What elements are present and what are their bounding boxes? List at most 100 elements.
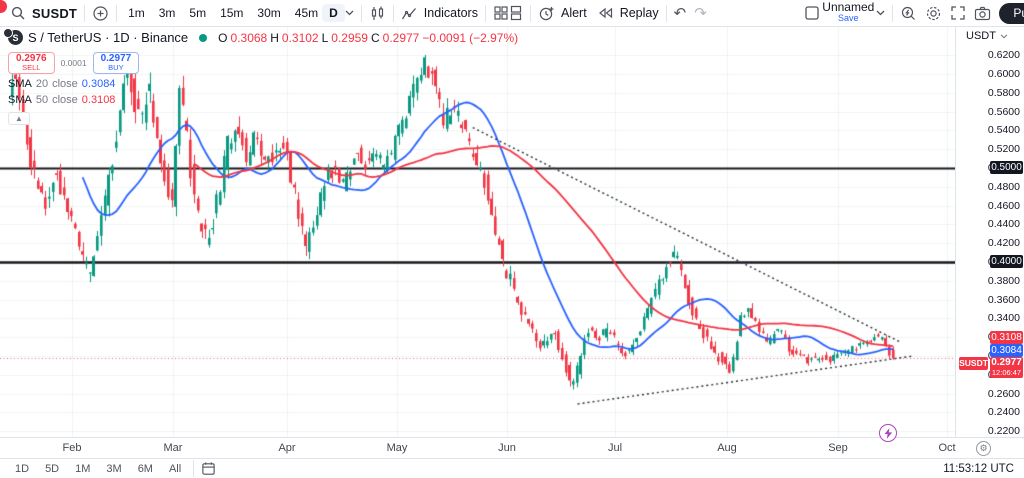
level-price-label: 0.4000 — [990, 255, 1023, 268]
indicators-icon — [401, 6, 418, 21]
month-label-sep: Sep — [828, 442, 848, 454]
chevron-down-icon — [1000, 33, 1008, 39]
watchlist-panel-icon[interactable] — [804, 5, 820, 21]
axis-currency-selector[interactable]: USDT — [966, 30, 1008, 42]
price-tick: 0.5200 — [987, 143, 1020, 156]
range-5d[interactable]: 5D — [40, 462, 64, 476]
replay-icon — [597, 6, 614, 20]
sma20-price-label: 0.3084 — [990, 344, 1023, 358]
price-axis[interactable]: USDT 0.6200 0.6000 0.5800 0.5600 0.5400 0.520… — [955, 27, 1024, 437]
range-6m[interactable]: 6M — [133, 462, 158, 476]
month-label-jun: Jun — [498, 442, 516, 454]
top-toolbar: SUSDT 1m 3m 5m 15m 30m 45m D Indicators — [0, 0, 1024, 27]
replay-button[interactable]: Replay — [597, 6, 659, 20]
divider — [665, 4, 667, 22]
divider — [84, 4, 86, 22]
interval-1m[interactable]: 1m — [124, 4, 149, 22]
range-3m[interactable]: 3M — [101, 462, 126, 476]
chart-style-candles-icon[interactable] — [369, 5, 386, 22]
grid-layout-icon[interactable] — [493, 5, 509, 21]
divider — [193, 460, 195, 477]
month-label-oct: Oct — [938, 442, 956, 454]
layout-menu[interactable]: Unnamed Save — [822, 0, 875, 24]
ohlc-values: O 0.3068 H 0.3102 L 0.2959 C 0.2977 −0.0091(… — [218, 30, 519, 45]
indicators-button[interactable]: Indicators — [401, 6, 478, 21]
interval-15m[interactable]: 15m — [216, 4, 247, 22]
divider — [392, 4, 394, 22]
interval-30m[interactable]: 30m — [253, 4, 284, 22]
quick-search-icon[interactable] — [900, 5, 917, 22]
range-all[interactable]: All — [164, 462, 186, 476]
interval-5m[interactable]: 5m — [185, 4, 210, 22]
price-tick: 0.5600 — [987, 105, 1020, 118]
price-tick: 0.4200 — [987, 237, 1020, 250]
range-1d[interactable]: 1D — [10, 462, 34, 476]
divider — [529, 4, 531, 22]
compare-add-icon[interactable] — [92, 5, 109, 22]
save-layout-link[interactable]: Save — [838, 13, 859, 23]
month-label-may: May — [386, 442, 408, 454]
month-label-apr: Apr — [278, 442, 296, 454]
sma20-legend-row[interactable]: SMA 20 close 0.3084 — [8, 78, 116, 90]
interval-3m[interactable]: 3m — [155, 4, 180, 22]
chevron-down-icon[interactable] — [876, 10, 885, 16]
sma50-value: 0.3108 — [81, 94, 116, 106]
price-tick: 0.5800 — [987, 86, 1020, 99]
sma50-legend-row[interactable]: SMA 50 close 0.3108 — [8, 94, 116, 106]
month-label-mar: Mar — [163, 442, 183, 454]
bottom-toolbar: 1D 5D 1M 3M 6M All 11:53:12 UTC — [0, 458, 1024, 478]
notification-dot[interactable] — [0, 0, 7, 13]
range-buttons: 1D 5D 1M 3M 6M All — [10, 462, 186, 476]
legend-symbol-title[interactable]: S / TetherUS · 1D · Binance — [28, 30, 189, 45]
price-tick: 0.6200 — [987, 49, 1020, 62]
publish-button[interactable]: Pu — [999, 2, 1024, 24]
price-tick: 0.3800 — [987, 274, 1020, 287]
market-status-dot[interactable] — [199, 33, 208, 42]
price-tick: 0.2200 — [987, 425, 1020, 438]
divider — [484, 4, 486, 22]
quick-trade-lightning-button[interactable] — [879, 424, 897, 442]
spread-value: 0.0001 — [60, 58, 87, 68]
time-axis[interactable]: Feb Mar Apr May Jun Jul Aug Sep Oct ⚙ — [0, 437, 1024, 458]
clock-utc[interactable]: 11:53:12 UTC — [943, 462, 1014, 475]
divider — [892, 4, 894, 22]
last-price-symbol-label: SUSDT — [959, 357, 988, 371]
axis-settings-gear-icon[interactable]: ⚙ — [976, 441, 991, 456]
divider — [360, 4, 362, 22]
range-1m[interactable]: 1M — [70, 462, 95, 476]
price-tick: 0.6000 — [987, 68, 1020, 80]
interval-group: 1m 3m 5m 15m 30m 45m — [124, 4, 322, 22]
price-tick: 0.5400 — [987, 124, 1020, 137]
level-price-label: 0.5000 — [990, 161, 1023, 174]
divider — [116, 4, 118, 22]
symbol-search-button[interactable]: SUSDT — [32, 5, 78, 21]
sma50-price-label: 0.3108 — [990, 331, 1023, 345]
screenshot-camera-icon[interactable] — [974, 6, 991, 21]
interval-45m[interactable]: 45m — [291, 4, 322, 22]
price-tick: 0.4600 — [987, 199, 1020, 212]
symbol-logo: S — [3, 28, 23, 45]
price-tick: 0.4400 — [987, 218, 1020, 231]
redo-icon[interactable]: ↷ — [694, 4, 707, 22]
go-to-date-calendar-icon[interactable] — [201, 461, 216, 476]
layout-template-icon[interactable] — [509, 5, 523, 21]
undo-icon[interactable]: ↶ — [673, 4, 687, 22]
last-price-label: 0.2977 12:06:47 — [990, 357, 1023, 379]
buy-button[interactable]: 0.2977 BUY — [92, 52, 140, 74]
sell-button[interactable]: 0.2976 SELL — [8, 52, 55, 74]
price-tick: 0.3400 — [987, 312, 1020, 325]
candlestick-chart-canvas[interactable] — [0, 27, 955, 437]
alert-button[interactable]: Alert — [538, 5, 587, 22]
sma20-value: 0.3084 — [81, 78, 116, 90]
settings-gear-icon[interactable] — [925, 5, 942, 22]
search-icon[interactable] — [10, 5, 26, 21]
price-tick: 0.2400 — [987, 406, 1020, 419]
chevron-down-icon[interactable] — [345, 10, 354, 16]
layout-name: Unnamed — [822, 0, 875, 14]
fullscreen-icon[interactable] — [950, 5, 966, 21]
legend-collapse-button[interactable]: ▲ — [8, 112, 30, 125]
interval-active[interactable]: D — [322, 4, 345, 22]
